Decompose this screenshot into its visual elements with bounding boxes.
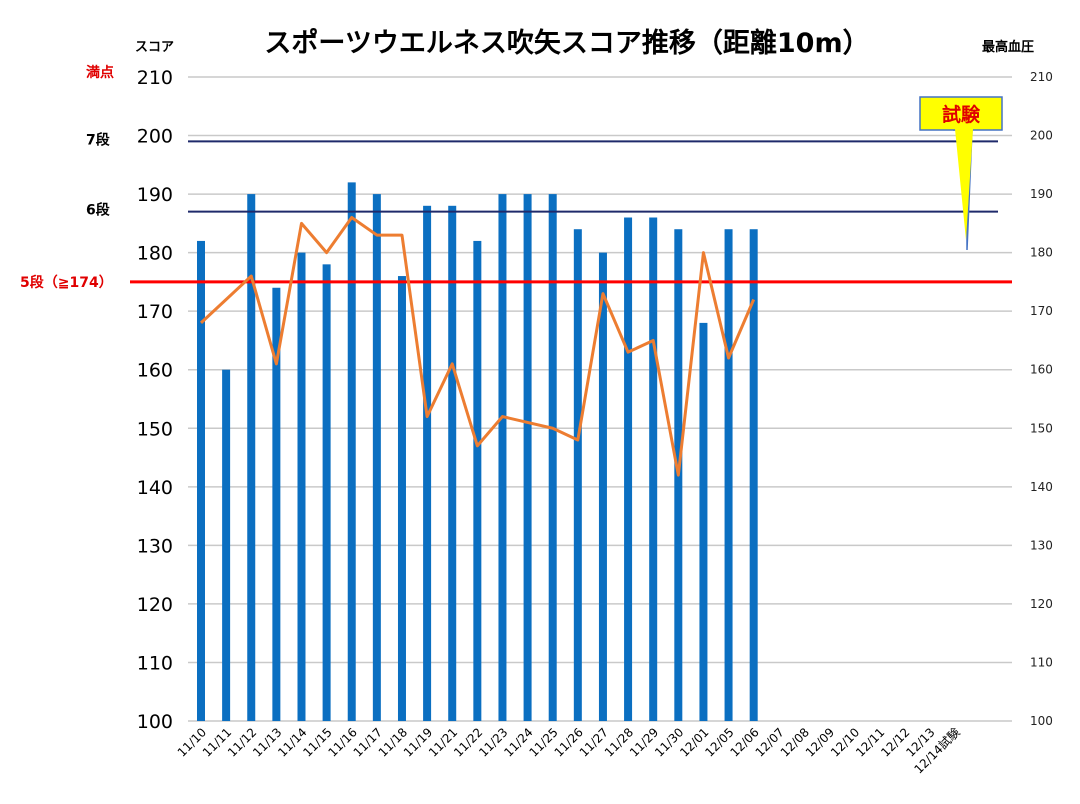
score-bar — [624, 217, 633, 721]
y-tick-label-left: 140 — [137, 477, 173, 499]
reference-label: 6段 — [86, 202, 110, 219]
score-bar — [222, 369, 231, 721]
y-tick-label-right: 180 — [1030, 246, 1053, 260]
callout-pointer-fill — [955, 129, 973, 240]
x-axis-ticks: 11/1011/1111/1211/1311/1411/1511/1611/17… — [175, 725, 963, 777]
y-tick-label-right: 200 — [1030, 129, 1053, 143]
score-bar — [523, 194, 532, 721]
score-bar — [749, 229, 758, 721]
reference-label: 7段 — [86, 131, 110, 148]
score-bar — [699, 322, 708, 721]
y-tick-label-right: 120 — [1030, 597, 1053, 611]
score-bar — [397, 276, 406, 721]
score-bar — [724, 229, 733, 721]
reference-label: 5段（≧174） — [20, 274, 113, 291]
callout-text: 試験 — [942, 103, 981, 126]
score-bars — [197, 182, 758, 722]
score-bar — [573, 229, 582, 721]
blood-pressure-line — [199, 216, 756, 477]
exam-callout: 試験 — [919, 96, 1003, 251]
y-tick-label-left: 110 — [137, 652, 173, 674]
right-axis-title: 最高血圧 — [982, 39, 1034, 55]
score-bar — [548, 194, 557, 721]
score-bar — [322, 264, 331, 721]
max-score-label: 満点 — [86, 64, 114, 81]
y-tick-label-left: 190 — [137, 184, 173, 206]
score-bar — [372, 194, 381, 721]
right-axis-ticks: 100 110 120 130 140 150 160 170 180 190 200 210 — [1030, 70, 1053, 728]
y-tick-label-right: 190 — [1030, 187, 1053, 201]
score-bar — [197, 240, 205, 721]
y-tick-label-right: 130 — [1030, 538, 1053, 552]
y-tick-label-right: 150 — [1030, 421, 1053, 435]
score-bar — [649, 217, 658, 721]
y-tick-label-left: 100 — [137, 711, 173, 733]
score-bar — [347, 182, 356, 721]
score-bar — [247, 194, 256, 721]
score-bar — [448, 205, 457, 722]
rank-reference-lines: 7段 6段 5段（≧174） — [20, 131, 1012, 291]
y-tick-label-left: 160 — [137, 360, 173, 382]
y-tick-label-left: 150 — [137, 418, 173, 440]
y-tick-label-left: 180 — [137, 243, 173, 265]
left-axis-ticks: 100 110 120 130 140 150 160 170 180 190 200 210 — [137, 67, 173, 733]
y-tick-label-right: 110 — [1030, 655, 1053, 669]
score-bar — [598, 252, 607, 722]
y-tick-label-left: 170 — [137, 301, 173, 323]
y-tick-label-left: 200 — [137, 126, 173, 148]
y-tick-label-left: 130 — [137, 535, 173, 557]
chart-title: スポーツウエルネス吹矢スコア推移（距離10m） — [264, 27, 869, 59]
left-axis-title: スコア — [135, 40, 174, 55]
y-tick-label-right: 100 — [1030, 714, 1053, 728]
y-tick-label-right: 210 — [1030, 70, 1053, 84]
y-tick-label-right: 140 — [1030, 480, 1053, 494]
y-tick-label-left: 120 — [137, 594, 173, 616]
score-bar — [297, 252, 306, 722]
blood-pressure-polyline — [199, 216, 756, 477]
score-bar — [423, 205, 432, 722]
y-tick-label-right: 170 — [1030, 304, 1053, 318]
score-bar — [272, 287, 281, 721]
y-tick-label-right: 160 — [1030, 363, 1053, 377]
score-bar — [498, 194, 507, 721]
y-tick-label-left: 210 — [137, 67, 173, 89]
score-bar — [473, 240, 482, 721]
